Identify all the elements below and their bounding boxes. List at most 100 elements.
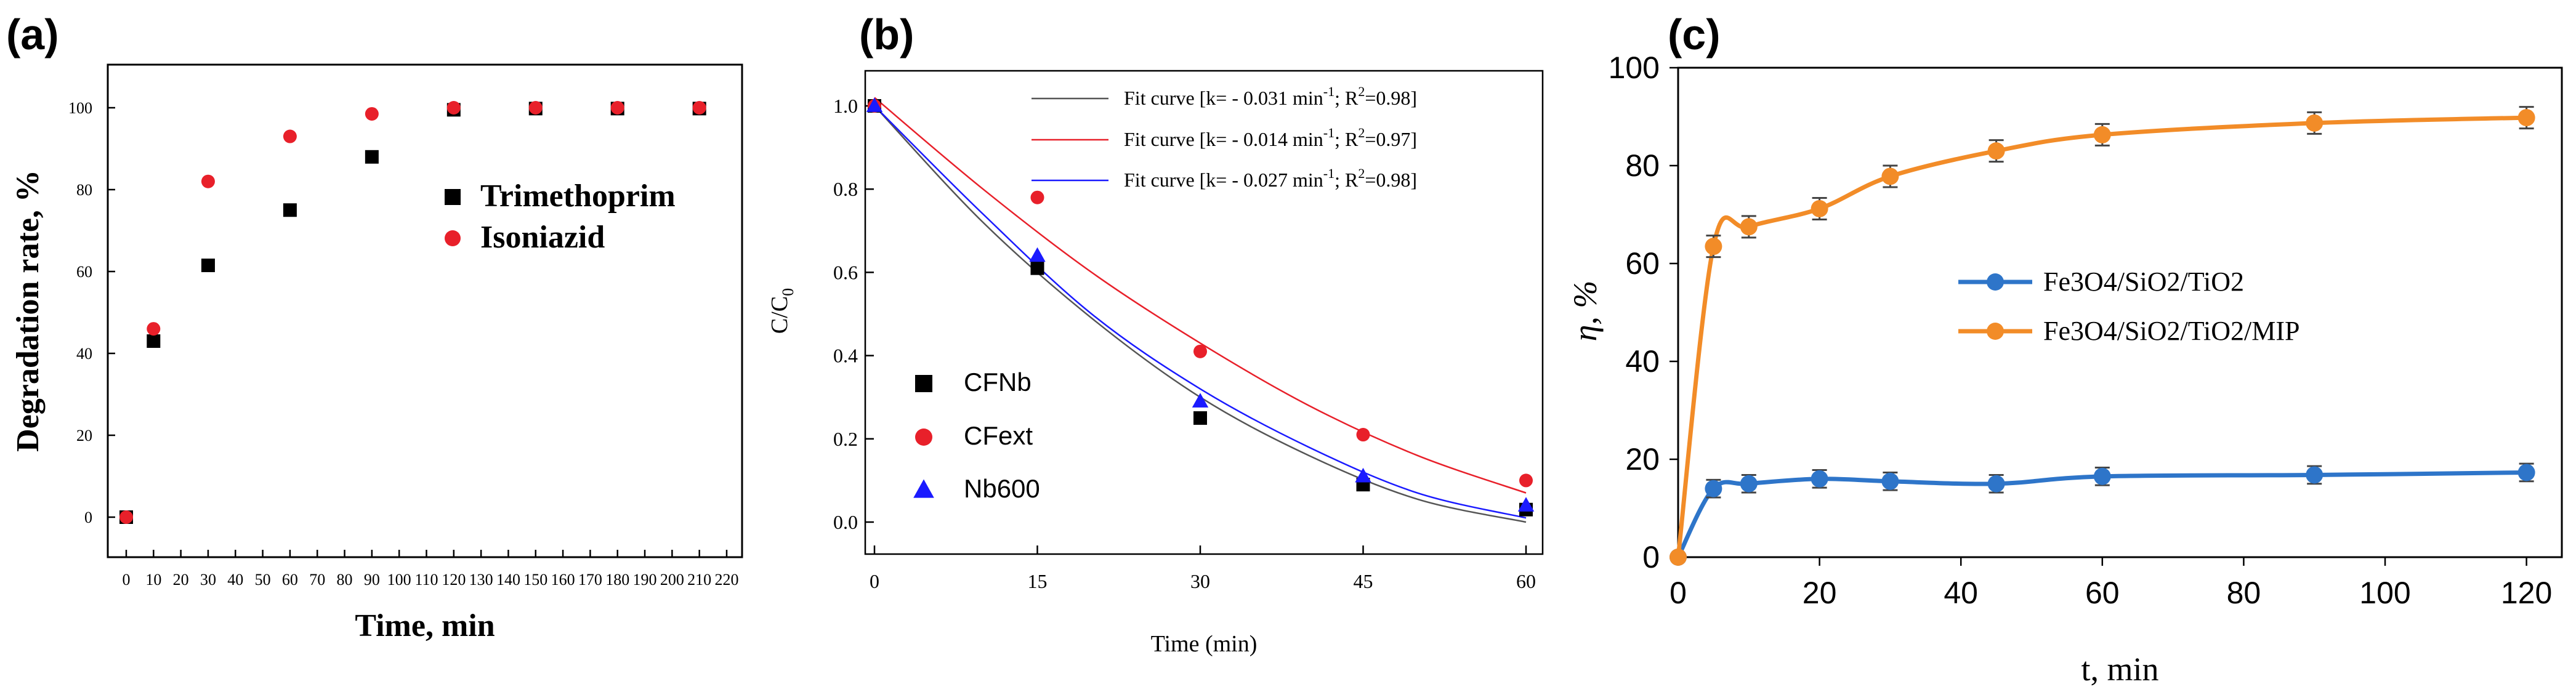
data-point-c-fe3o4-sio2-tio2-mip <box>1811 199 1828 217</box>
panel-c: (c) 0 20 40 60 80 100 120 0 20 40 60 80 100 t, min η, %… <box>1567 10 2563 688</box>
legend-marker-b-nb600 <box>913 479 934 498</box>
fit-legend-label-b-part: ; R <box>1334 169 1359 191</box>
x-axis-title-a: Time, min <box>355 608 495 643</box>
x-tick-label-c: 0 <box>1670 576 1687 610</box>
y-tick-label-a: 0 <box>84 509 92 526</box>
y-axis-title-b: C/C0 <box>767 288 797 334</box>
plot-frame-c <box>1677 66 2563 558</box>
y-tick-label-c: 20 <box>1625 442 1660 477</box>
x-tick-label-b: 0 <box>870 570 879 592</box>
y-axis-title-a: Degradation rate, % <box>10 170 46 452</box>
data-point-c-fe3o4-sio2-tio2-mip <box>1881 167 1899 185</box>
data-point-b-cfext <box>1030 190 1044 204</box>
fit-legend-label-b-2: Fit curve [k= - 0.027 min-1; R2=0.98] <box>1124 166 1417 191</box>
panel-a: (a)0 10 20 30 40 50 60 70 80 90 100 110 120 130 140 150… <box>6 10 743 643</box>
fit-legend-label-b-part: 2 <box>1358 125 1365 140</box>
fit-legend-label-b-part: ; R <box>1334 128 1359 150</box>
data-point-b-nb600 <box>1355 467 1371 483</box>
data-point-c-fe3o4-sio2-tio2 <box>1705 480 1722 497</box>
data-point-c-fe3o4-sio2-tio2 <box>2306 466 2324 484</box>
fit-curve-b-1 <box>874 97 1527 494</box>
data-point-b-nb600 <box>1029 247 1046 262</box>
legend-label-c-fe3o4-sio2-tio2: Fe3O4/SiO2/TiO2 <box>2043 267 2244 297</box>
x-tick-label-a: 50 <box>255 571 271 589</box>
fit-legend-label-b-part: Fit curve [k= - 0.027 min <box>1124 169 1323 191</box>
data-point-a-isoniazid <box>610 101 624 115</box>
y-tick-label-a: 40 <box>76 345 92 363</box>
y-tick-label-a: 60 <box>76 263 92 281</box>
legend-marker-c-fe3o4-sio2-tio2-mip <box>1987 323 2004 340</box>
x-tick-label-b: 30 <box>1190 570 1210 592</box>
x-tick-label-b: 15 <box>1028 570 1048 592</box>
y-tick-label-b: 0.0 <box>833 511 858 533</box>
x-tick-label-a: 60 <box>282 571 298 589</box>
data-point-c-fe3o4-sio2-tio2 <box>2093 467 2111 485</box>
data-point-a-isoniazid <box>365 107 379 121</box>
data-point-c-fe3o4-sio2-tio2 <box>1881 472 1899 490</box>
fit-legend-label-b-part: Fit curve [k= - 0.014 min <box>1124 128 1323 150</box>
y-tick-label-c: 60 <box>1625 246 1660 281</box>
y-tick-label-b: 1.0 <box>833 95 858 117</box>
x-tick-label-a: 110 <box>414 571 438 589</box>
panel-label-c: (c) <box>1668 10 1721 58</box>
x-tick-label-a: 130 <box>469 571 493 589</box>
data-point-c-fe3o4-sio2-tio2-mip <box>2306 114 2324 132</box>
x-tick-label-a: 190 <box>633 571 657 589</box>
x-tick-label-a: 210 <box>687 571 711 589</box>
data-point-a-isoniazid <box>119 510 133 524</box>
legend-label-b-cfnb: CFNb <box>964 368 1032 396</box>
fit-legend-label-b-part: =0.98] <box>1365 87 1417 109</box>
legend-marker-b-cfext <box>915 428 932 446</box>
x-tick-label-a: 10 <box>145 571 161 589</box>
x-tick-label-b: 45 <box>1354 570 1373 592</box>
fit-legend-label-b-part: -1 <box>1323 166 1334 181</box>
x-tick-label-a: 40 <box>227 571 243 589</box>
data-point-a-trimethoprim <box>283 203 297 217</box>
data-point-c-fe3o4-sio2-tio2-mip <box>1670 549 1687 566</box>
y-axis-title-b-sub: 0 <box>779 288 797 296</box>
fit-legend-label-b-part: 2 <box>1358 166 1365 181</box>
fit-curve-b-2 <box>874 105 1527 519</box>
fit-legend-label-b-part: -1 <box>1323 125 1334 140</box>
data-point-a-isoniazid <box>147 322 161 336</box>
y-axis-title-c: η, % <box>1567 281 1604 342</box>
y-tick-label-c: 100 <box>1609 50 1660 85</box>
data-point-b-nb600 <box>1192 393 1209 408</box>
fit-legend-label-b-part: 2 <box>1358 84 1365 99</box>
x-tick-label-b: 60 <box>1516 570 1536 592</box>
x-tick-label-a: 100 <box>387 571 411 589</box>
fit-curve-b-0 <box>874 105 1527 523</box>
x-tick-label-c: 120 <box>2501 576 2552 610</box>
legend-label-a-trimethoprim: Trimethoprim <box>480 179 676 214</box>
panel-label-b: (b) <box>859 10 914 58</box>
panel-label-a: (a) <box>6 10 59 58</box>
legend-label-b-cfext: CFext <box>964 421 1033 450</box>
fit-legend-label-b-0: Fit curve [k= - 0.031 min-1; R2=0.98] <box>1124 84 1417 109</box>
y-tick-label-b: 0.8 <box>833 178 858 200</box>
data-point-b-cfext <box>1519 473 1533 488</box>
y-tick-label-c: 40 <box>1625 344 1660 379</box>
x-tick-label-a: 0 <box>123 571 131 589</box>
x-tick-label-a: 140 <box>496 571 520 589</box>
x-tick-label-a: 160 <box>551 571 575 589</box>
fit-legend-label-b-part: -1 <box>1323 84 1334 99</box>
x-tick-label-a: 80 <box>337 571 353 589</box>
data-point-c-fe3o4-sio2-tio2-mip <box>1987 142 2005 160</box>
x-tick-label-c: 100 <box>2359 576 2410 610</box>
data-point-c-fe3o4-sio2-tio2-mip <box>1705 238 1722 255</box>
data-point-a-isoniazid <box>283 129 297 143</box>
data-point-a-trimethoprim <box>147 334 161 348</box>
x-tick-label-a: 180 <box>605 571 629 589</box>
y-tick-label-a: 20 <box>76 427 92 445</box>
fit-legend-label-b-part: =0.97] <box>1365 128 1417 150</box>
data-point-b-cfnb <box>1193 411 1207 425</box>
data-point-c-fe3o4-sio2-tio2 <box>1811 470 1828 488</box>
x-tick-label-a: 220 <box>715 571 739 589</box>
fit-legend-label-b-part: Fit curve [k= - 0.031 min <box>1124 87 1323 109</box>
x-tick-label-a: 200 <box>660 571 684 589</box>
y-tick-label-b: 0.2 <box>833 428 858 450</box>
data-point-b-nb600 <box>1517 497 1535 512</box>
data-point-a-isoniazid <box>692 101 706 115</box>
y-axis-title-b-main: C/C <box>767 296 793 334</box>
legend-label-b-nb600: Nb600 <box>964 474 1040 503</box>
